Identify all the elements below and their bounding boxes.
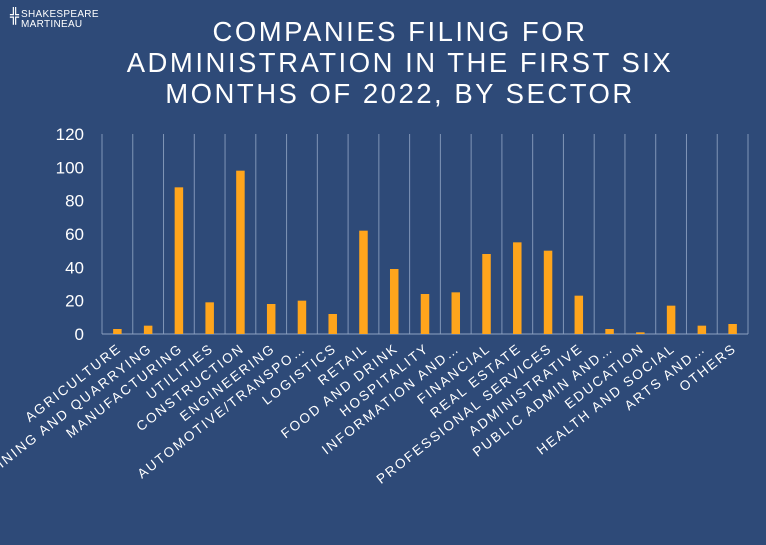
bar — [297, 300, 307, 334]
bar — [728, 324, 737, 334]
bar — [174, 187, 184, 334]
bar — [482, 254, 491, 334]
bar — [328, 314, 337, 334]
bar — [574, 295, 584, 334]
bar — [359, 230, 368, 334]
y-tick-label: 60 — [65, 225, 84, 244]
bar — [266, 304, 276, 334]
bar — [636, 332, 645, 334]
bar — [513, 242, 522, 334]
brand-name: SHAKESPEARE MARTINEAU — [21, 10, 99, 30]
bar — [543, 250, 553, 334]
brand-logo: ╬ SHAKESPEARE MARTINEAU — [10, 7, 99, 30]
brand-name-line1: SHAKESPEARE — [21, 9, 99, 20]
y-tick-label: 40 — [65, 258, 84, 277]
bar — [236, 170, 245, 334]
chart-title-line3: MONTHS OF 2022, BY SECTOR — [165, 78, 635, 109]
bar — [420, 294, 430, 334]
bar — [605, 329, 614, 334]
bar — [697, 325, 707, 334]
y-tick-label: 0 — [75, 325, 84, 344]
chart-title-line1: COMPANIES FILING FOR — [212, 16, 588, 47]
bar — [113, 329, 122, 334]
bar — [143, 325, 153, 334]
bar — [666, 305, 676, 334]
brand-name-line2: MARTINEAU — [21, 19, 83, 30]
y-tick-label: 120 — [56, 125, 84, 144]
bar — [205, 302, 214, 334]
bar — [389, 269, 399, 334]
x-tick-label: MINING AND QUARRYING — [0, 341, 155, 479]
y-tick-label: 80 — [65, 192, 84, 211]
y-tick-label: 20 — [65, 292, 84, 311]
logo-cross-icon: ╬ — [10, 7, 20, 25]
bar — [451, 292, 461, 334]
chart-title: COMPANIES FILING FOR ADMINISTRATION IN T… — [50, 16, 750, 109]
y-tick-label: 100 — [56, 158, 84, 177]
chart-title-line2: ADMINISTRATION IN THE FIRST SIX — [126, 47, 674, 78]
